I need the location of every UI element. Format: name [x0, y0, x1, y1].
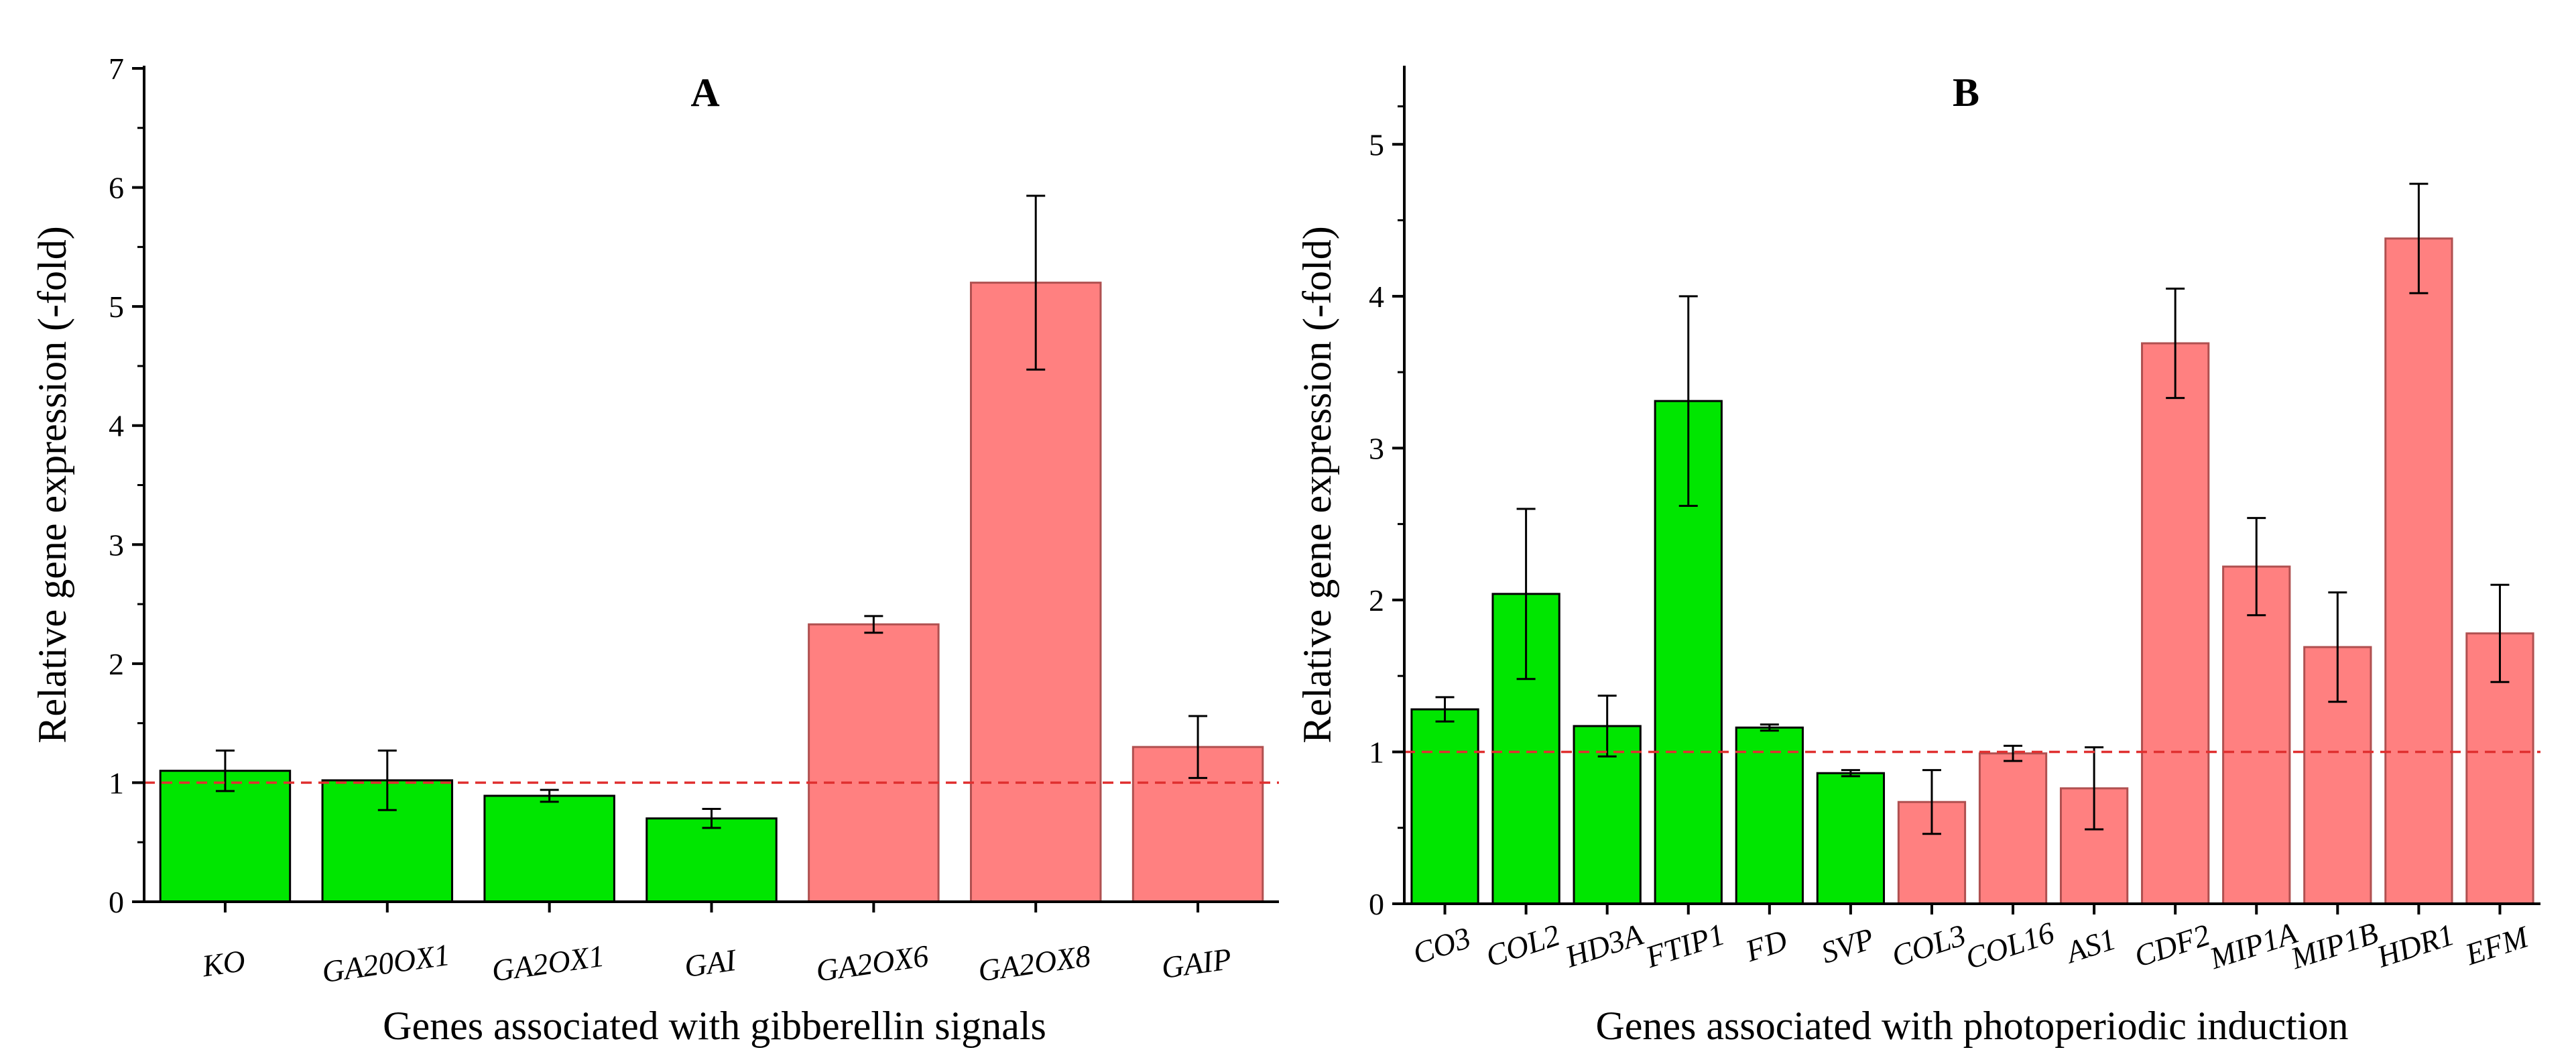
error-bar-cdf2 — [2166, 287, 2185, 400]
x-tick-label-col3: COL3 — [1888, 918, 1970, 973]
bar-ga2ox6 — [808, 623, 940, 903]
error-bar-hdr1 — [2409, 182, 2429, 294]
error-bar-ga2ox1 — [540, 788, 559, 803]
error-bar-svp — [1841, 769, 1860, 778]
x-tick-label-ftip1: FTIP1 — [1641, 917, 1729, 974]
bar-hdr1 — [2384, 237, 2453, 905]
x-tick-label-svp: SVP — [1817, 921, 1878, 970]
bar-cdf2 — [2141, 342, 2210, 905]
bar-ga2ox1 — [483, 794, 615, 903]
x-tick-label-ko: KO — [200, 943, 247, 984]
x-tick-label-cdf2: CDF2 — [2130, 917, 2214, 973]
x-tick-label-mip1b: MIP1B — [2286, 915, 2382, 976]
x-axis-title: Genes associated with photoperiodic indu… — [1595, 1004, 2348, 1048]
bar-col16 — [1978, 752, 2048, 905]
x-tick-label-ga2ox6: GA2OX6 — [814, 939, 930, 988]
x-axis-title: Genes associated with gibberellin signal… — [383, 1004, 1046, 1048]
x-tick-label-ga2ox8: GA2OX8 — [976, 939, 1093, 988]
error-bar-efm — [2490, 583, 2510, 683]
x-tick-label-as1: AS1 — [2060, 922, 2120, 970]
bar-svp — [1816, 772, 1886, 905]
bar-ko — [159, 770, 292, 903]
error-bar-ftip1 — [1678, 295, 1698, 507]
x-tick-label-col2: COL2 — [1481, 918, 1564, 973]
error-bar-ga20ox1 — [377, 749, 397, 811]
y-tick-label: 2 — [1369, 583, 1384, 617]
y-tick-label: 3 — [1369, 431, 1384, 465]
error-bar-mip1a — [2247, 517, 2266, 617]
y-axis-title: Relative gene expression (-fold) — [30, 226, 74, 743]
x-tick-label-fd: FD — [1741, 923, 1791, 969]
x-tick-label-hdr1: HDR1 — [2372, 917, 2459, 974]
y-tick-label: 7 — [109, 52, 124, 86]
error-bar-gaip — [1188, 715, 1208, 779]
error-bar-hd3a — [1597, 695, 1617, 758]
error-bar-gai — [702, 807, 721, 829]
y-tick-label: 5 — [1369, 127, 1384, 162]
y-tick-label: 0 — [109, 885, 124, 919]
x-tick-label-col16: COL16 — [1961, 915, 2059, 976]
x-tick-label-gai: GAI — [682, 943, 740, 984]
x-tick-label-ga20ox1: GA20OX1 — [320, 937, 452, 989]
y-tick-label: 0 — [1369, 887, 1384, 921]
bar-ga2ox8 — [969, 282, 1102, 903]
panel-title: A — [690, 70, 719, 115]
bar-mip1a — [2222, 565, 2291, 905]
error-bar-co3 — [1435, 696, 1455, 723]
error-bar-col3 — [1922, 769, 1941, 835]
y-tick-label: 4 — [1369, 280, 1384, 314]
bar-fd — [1735, 726, 1804, 905]
x-tick-label-ga2ox1: GA2OX1 — [489, 939, 606, 988]
panel-title: B — [1953, 70, 1979, 115]
y-axis-title: Relative gene expression (-fold) — [1295, 226, 1339, 743]
x-tick-label-co3: CO3 — [1409, 921, 1475, 971]
y-tick-label: 5 — [109, 290, 124, 324]
bar-gai — [646, 817, 778, 903]
y-tick-label: 6 — [109, 171, 124, 205]
error-bar-as1 — [2085, 746, 2104, 831]
x-tick-label-hd3a: HD3A — [1560, 917, 1647, 974]
x-tick-label-gaip: GAIP — [1160, 941, 1234, 985]
error-bar-fd — [1760, 723, 1779, 732]
y-tick-label: 1 — [109, 766, 124, 800]
bar-co3 — [1410, 708, 1479, 905]
error-bar-col16 — [2004, 744, 2023, 762]
y-tick-label: 2 — [109, 647, 124, 681]
y-tick-label: 4 — [109, 409, 124, 443]
y-tick-label: 1 — [1369, 735, 1384, 769]
error-bar-col2 — [1516, 508, 1536, 681]
error-bar-ko — [215, 749, 235, 792]
y-tick-label: 3 — [109, 528, 124, 562]
error-bar-mip1b — [2328, 591, 2347, 703]
x-tick-label-efm: EFM — [2461, 919, 2534, 972]
error-bar-ga2ox6 — [864, 615, 883, 634]
error-bar-ga2ox8 — [1026, 194, 1046, 371]
chart-panel-a: 0 1 2 3 4 5 6 7 KO GA20OX1 GA2OX1 GAI GA2OX6 GA2OX8 GA… — [30, 52, 1279, 1048]
